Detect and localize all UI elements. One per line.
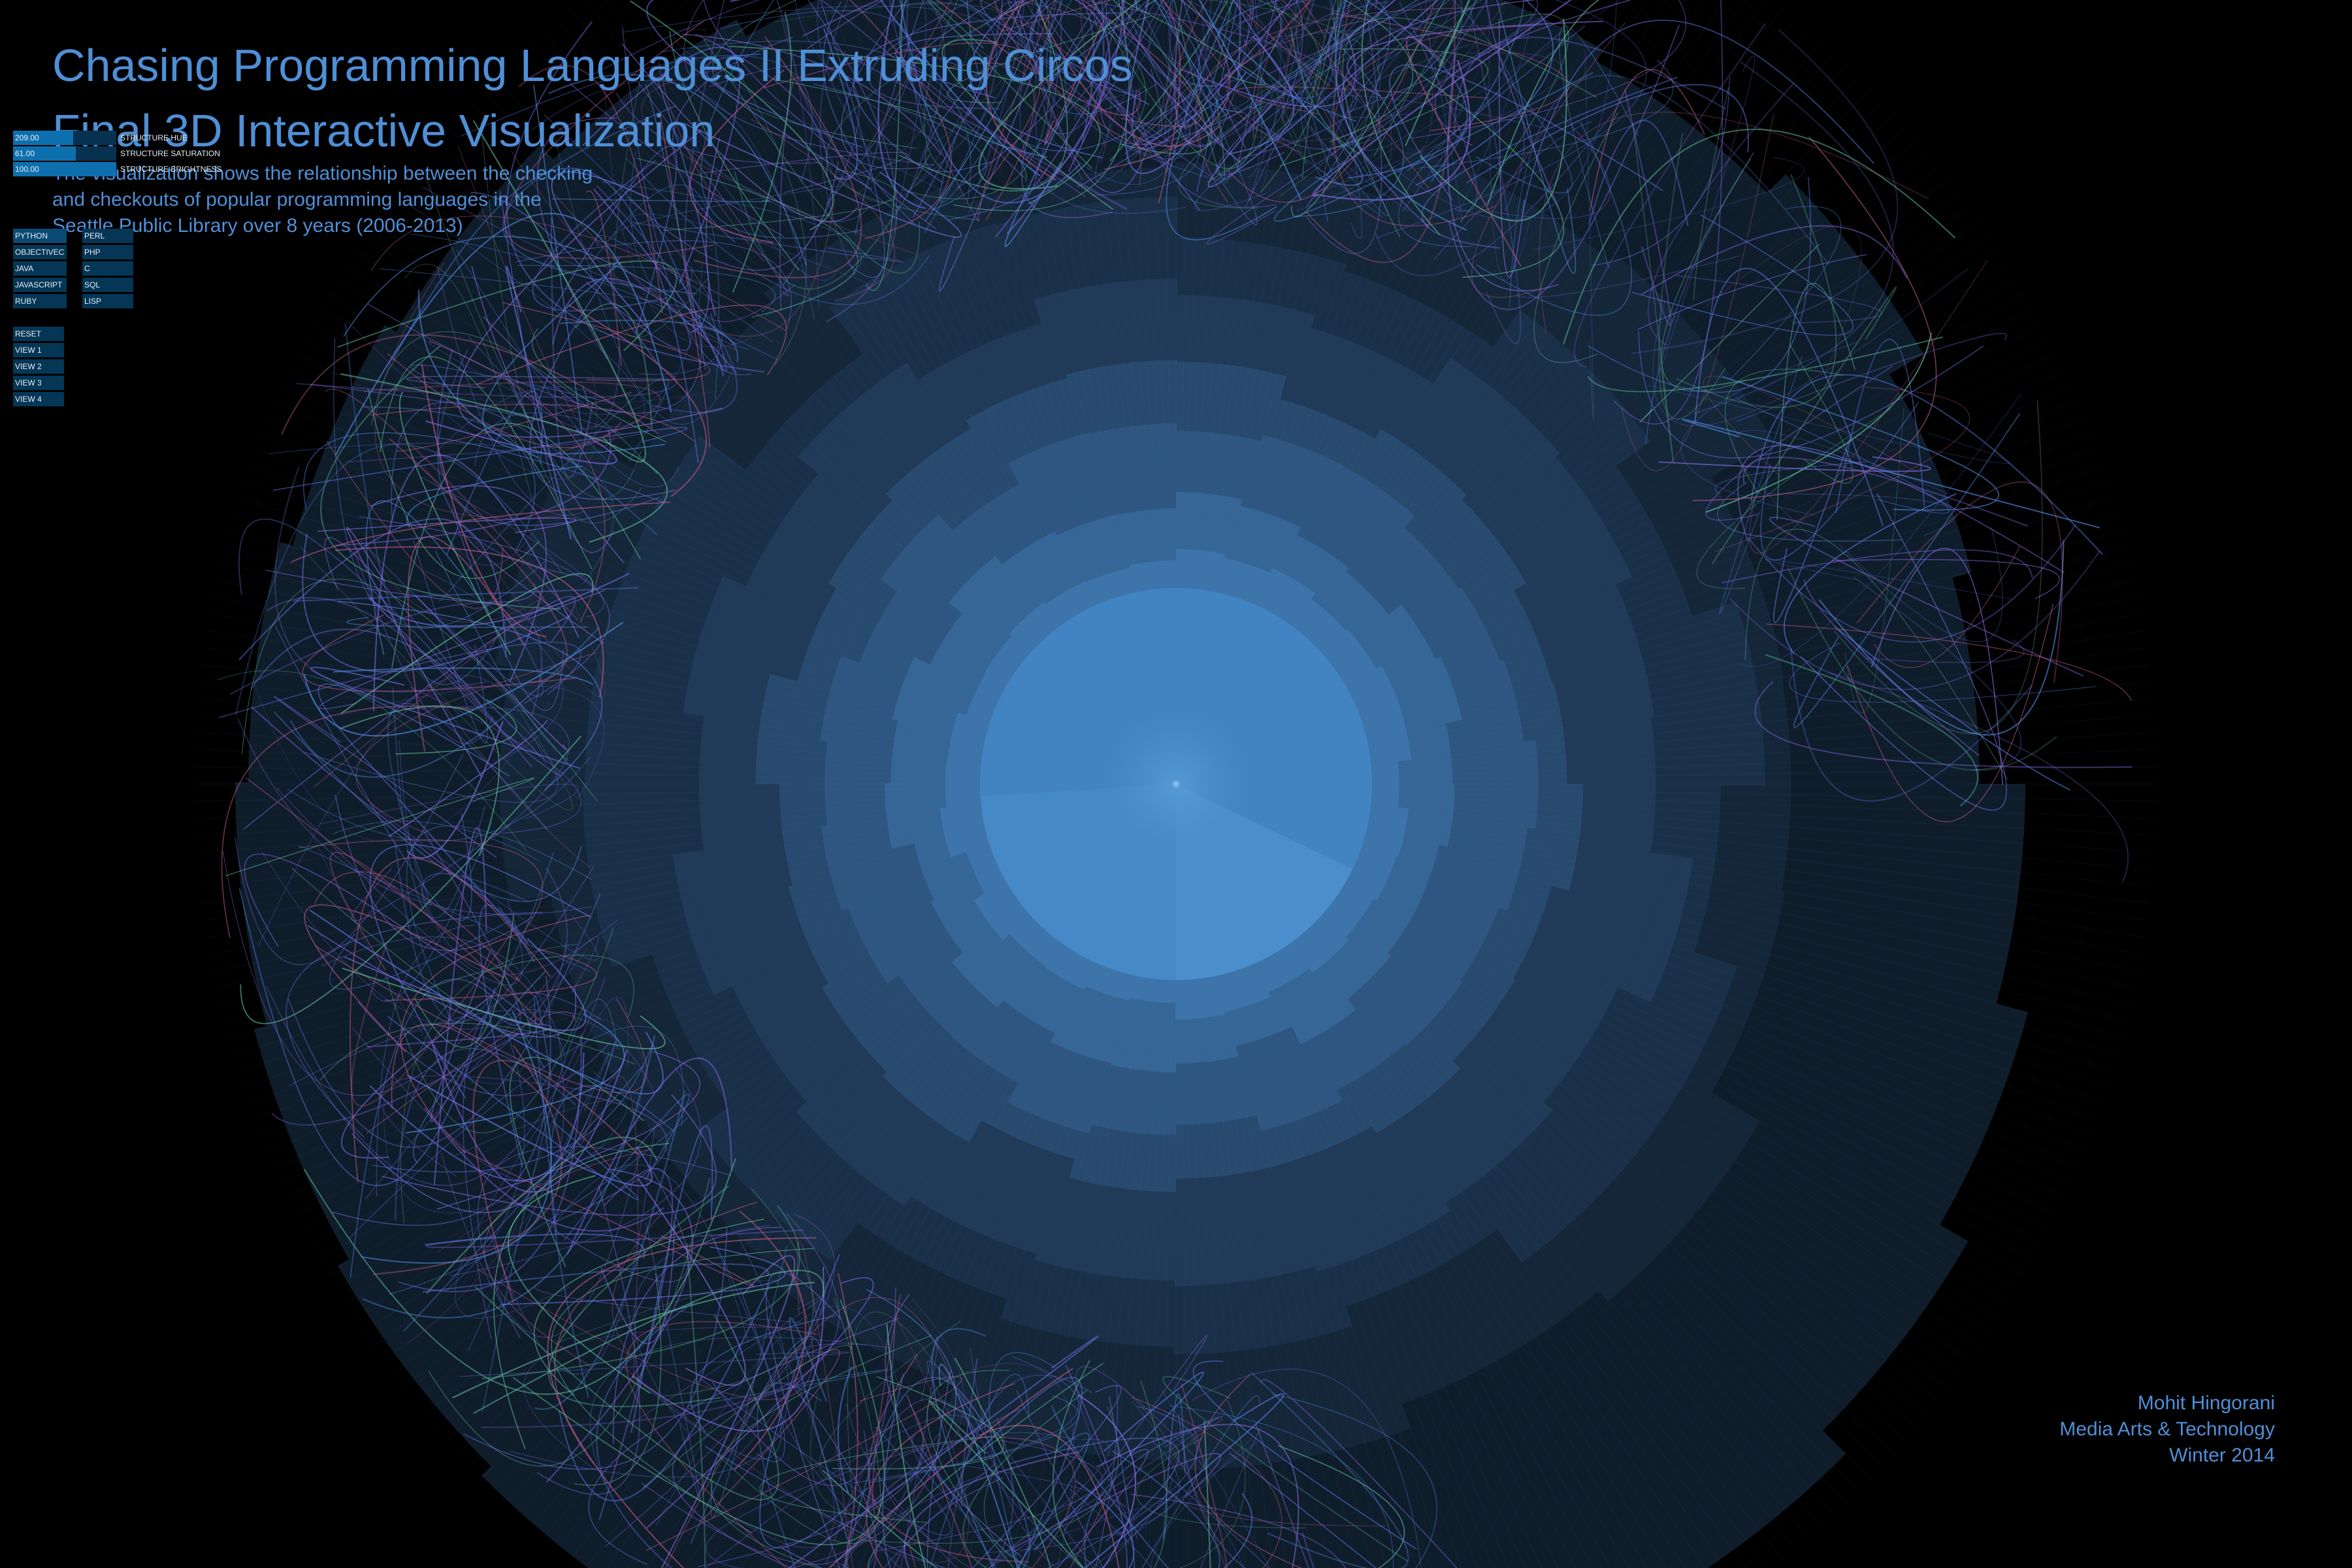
checkout-link-curves bbox=[217, 0, 2132, 1568]
saturation-slider-fill bbox=[13, 146, 76, 161]
language-toggle-javascript[interactable]: JAVASCRIPT bbox=[13, 278, 67, 292]
hue-slider-fill bbox=[13, 131, 73, 145]
language-toggle-c[interactable]: C bbox=[82, 261, 133, 276]
hue-slider-track[interactable]: 209.00 bbox=[13, 131, 116, 145]
radial-grid-lines bbox=[196, 0, 2156, 1568]
saturation-slider[interactable]: 61.00 STRUCTURE SATURATION bbox=[13, 146, 229, 161]
language-toggle-java[interactable]: JAVA bbox=[13, 261, 67, 276]
page-subtitle: Final 3D Interactive Visualization bbox=[52, 105, 715, 156]
view-4-button[interactable]: VIEW 4 bbox=[13, 392, 64, 406]
description: The visualization shows the relationship… bbox=[52, 161, 693, 239]
language-toggle-ruby[interactable]: RUBY bbox=[13, 294, 67, 308]
saturation-slider-label: STRUCTURE SATURATION bbox=[120, 149, 220, 158]
term: Winter 2014 bbox=[2169, 1445, 2275, 1466]
description-line-3: Seattle Public Library over 8 years (200… bbox=[52, 215, 463, 237]
language-toggle-perl[interactable]: PERL bbox=[82, 229, 133, 243]
page-title: Chasing Programming Languages II Extrudi… bbox=[52, 40, 1133, 91]
description-line-1: The visualization shows the relationship… bbox=[52, 163, 593, 184]
reset-button[interactable]: RESET bbox=[13, 327, 64, 341]
hue-slider-value: 209.00 bbox=[15, 133, 39, 142]
credits: Mohit Hingorani Media Arts & Technology … bbox=[2059, 1390, 2275, 1469]
hue-slider-label: STRUCTURE HUE bbox=[120, 133, 188, 142]
saturation-slider-value: 61.00 bbox=[15, 149, 35, 158]
brightness-slider-label: STRUCTURE BRIGHTNESS bbox=[120, 165, 222, 174]
brightness-slider[interactable]: 100.00 STRUCTURE BRIGHTNESS bbox=[13, 162, 229, 176]
language-toggle-objectivec[interactable]: OBJECTIVEC bbox=[13, 245, 67, 259]
brightness-slider-fill bbox=[13, 162, 116, 176]
saturation-slider-track[interactable]: 61.00 bbox=[13, 146, 116, 161]
language-toggle-python[interactable]: PYTHON bbox=[13, 229, 67, 243]
brightness-slider-track[interactable]: 100.00 bbox=[13, 162, 116, 176]
hue-slider[interactable]: 209.00 STRUCTURE HUE bbox=[13, 131, 229, 145]
language-toggle-php[interactable]: PHP bbox=[82, 245, 133, 259]
description-line-2: and checkouts of popular programming lan… bbox=[52, 189, 542, 210]
view-1-button[interactable]: VIEW 1 bbox=[13, 343, 64, 357]
brightness-slider-value: 100.00 bbox=[15, 165, 39, 174]
center-glow bbox=[1098, 706, 1254, 862]
title-block: Chasing Programming Languages II Extrudi… bbox=[52, 33, 1133, 163]
language-toggle-sql[interactable]: SQL bbox=[82, 278, 133, 292]
department: Media Arts & Technology bbox=[2059, 1418, 2275, 1440]
view-3-button[interactable]: VIEW 3 bbox=[13, 376, 64, 390]
author-name: Mohit Hingorani bbox=[2137, 1392, 2275, 1414]
view-2-button[interactable]: VIEW 2 bbox=[13, 359, 64, 374]
language-toggle-lisp[interactable]: LISP bbox=[82, 294, 133, 308]
structure-rings bbox=[235, 0, 2028, 1568]
